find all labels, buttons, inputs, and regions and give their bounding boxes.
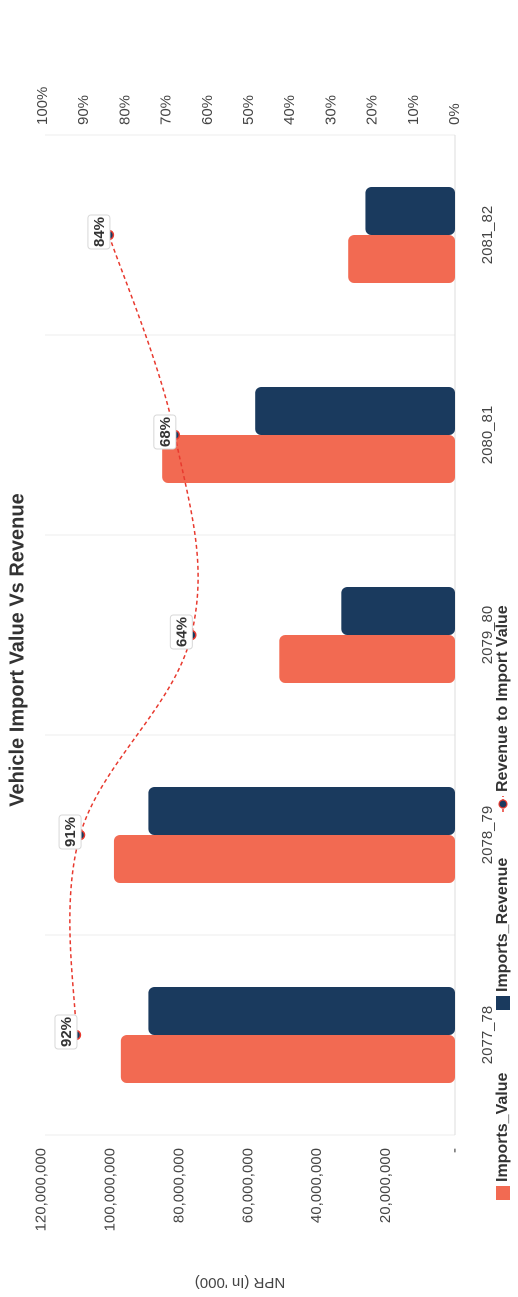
ratio-data-label: 91% xyxy=(58,814,82,850)
x-category-label: 2080_81 xyxy=(479,406,496,464)
ratio-label-box xyxy=(169,614,193,650)
ratio-label-text: 64% xyxy=(173,617,190,647)
imports-value-bar xyxy=(279,635,455,683)
x-category-label: 2077_78 xyxy=(479,1006,496,1064)
imports-value-bar xyxy=(113,835,455,883)
imports-value-bar xyxy=(348,235,455,283)
y-tick-label: 120,000,000 xyxy=(33,1148,50,1231)
y-tick-label: 60,000,000 xyxy=(239,1148,256,1223)
y2-tick-label: 70% xyxy=(158,95,175,125)
y2-tick-label: 90% xyxy=(75,95,92,125)
legend-label-ratio: Revenue to Import Value xyxy=(494,605,511,792)
ratio-label-text: 84% xyxy=(91,217,108,247)
y2-tick-label: 20% xyxy=(364,95,381,125)
ratio-data-label: 84% xyxy=(87,214,111,250)
imports-revenue-bar xyxy=(148,987,455,1035)
x-category-label: 2078_79 xyxy=(479,806,496,864)
ratio-data-label: 64% xyxy=(169,614,193,650)
imports-value-bar xyxy=(120,1035,456,1083)
y2-tick-label: 10% xyxy=(405,95,422,125)
ratio-label-text: 68% xyxy=(157,417,174,447)
legend-swatch-imports-revenue xyxy=(496,996,510,1010)
y-tick-label: 40,000,000 xyxy=(308,1148,325,1223)
legend-swatch-imports-value xyxy=(496,1186,510,1200)
chart-title: Vehicle Import Value Vs Revenue xyxy=(6,493,28,806)
y-axis-title: NPR (In '000) xyxy=(195,1274,285,1291)
ratio-label-text: 91% xyxy=(62,817,79,847)
legend-label-imports-revenue: Imports_Revenue xyxy=(494,858,511,992)
imports-value-bar xyxy=(162,435,456,483)
imports-revenue-bar xyxy=(365,187,455,235)
y2-tick-label: 40% xyxy=(281,95,298,125)
y2-tick-label: 100% xyxy=(34,87,51,125)
y2-tick-label: 0% xyxy=(446,103,463,125)
x-category-label: 2081_82 xyxy=(479,206,496,264)
imports-revenue-bar xyxy=(255,387,455,435)
ratio-label-box xyxy=(153,414,177,450)
ratio-label-box xyxy=(87,214,111,250)
y-tick-label: 80,000,000 xyxy=(170,1148,187,1223)
ratio-data-label: 92% xyxy=(54,1014,78,1050)
ratio-label-box xyxy=(58,814,82,850)
y2-tick-label: 50% xyxy=(240,95,257,125)
legend: Imports_Value Imports_Revenue Revenue to I… xyxy=(494,605,511,1200)
legend-label-imports-value: Imports_Value xyxy=(494,1073,511,1182)
ratio-label-text: 92% xyxy=(58,1017,75,1047)
imports-revenue-bar xyxy=(148,787,455,835)
x-category-label: 2079_80 xyxy=(479,606,496,664)
y2-tick-label: 30% xyxy=(322,95,339,125)
ratio-data-label: 68% xyxy=(153,414,177,450)
y-tick-label: - xyxy=(446,1148,463,1153)
y2-tick-label: 80% xyxy=(116,95,133,125)
y-tick-label: 20,000,000 xyxy=(377,1148,394,1223)
imports-revenue-bar xyxy=(341,587,455,635)
y2-tick-label: 60% xyxy=(199,95,216,125)
legend-marker-ratio xyxy=(498,799,508,809)
ratio-label-box xyxy=(54,1014,78,1050)
y-tick-label: 100,000,000 xyxy=(101,1148,118,1231)
